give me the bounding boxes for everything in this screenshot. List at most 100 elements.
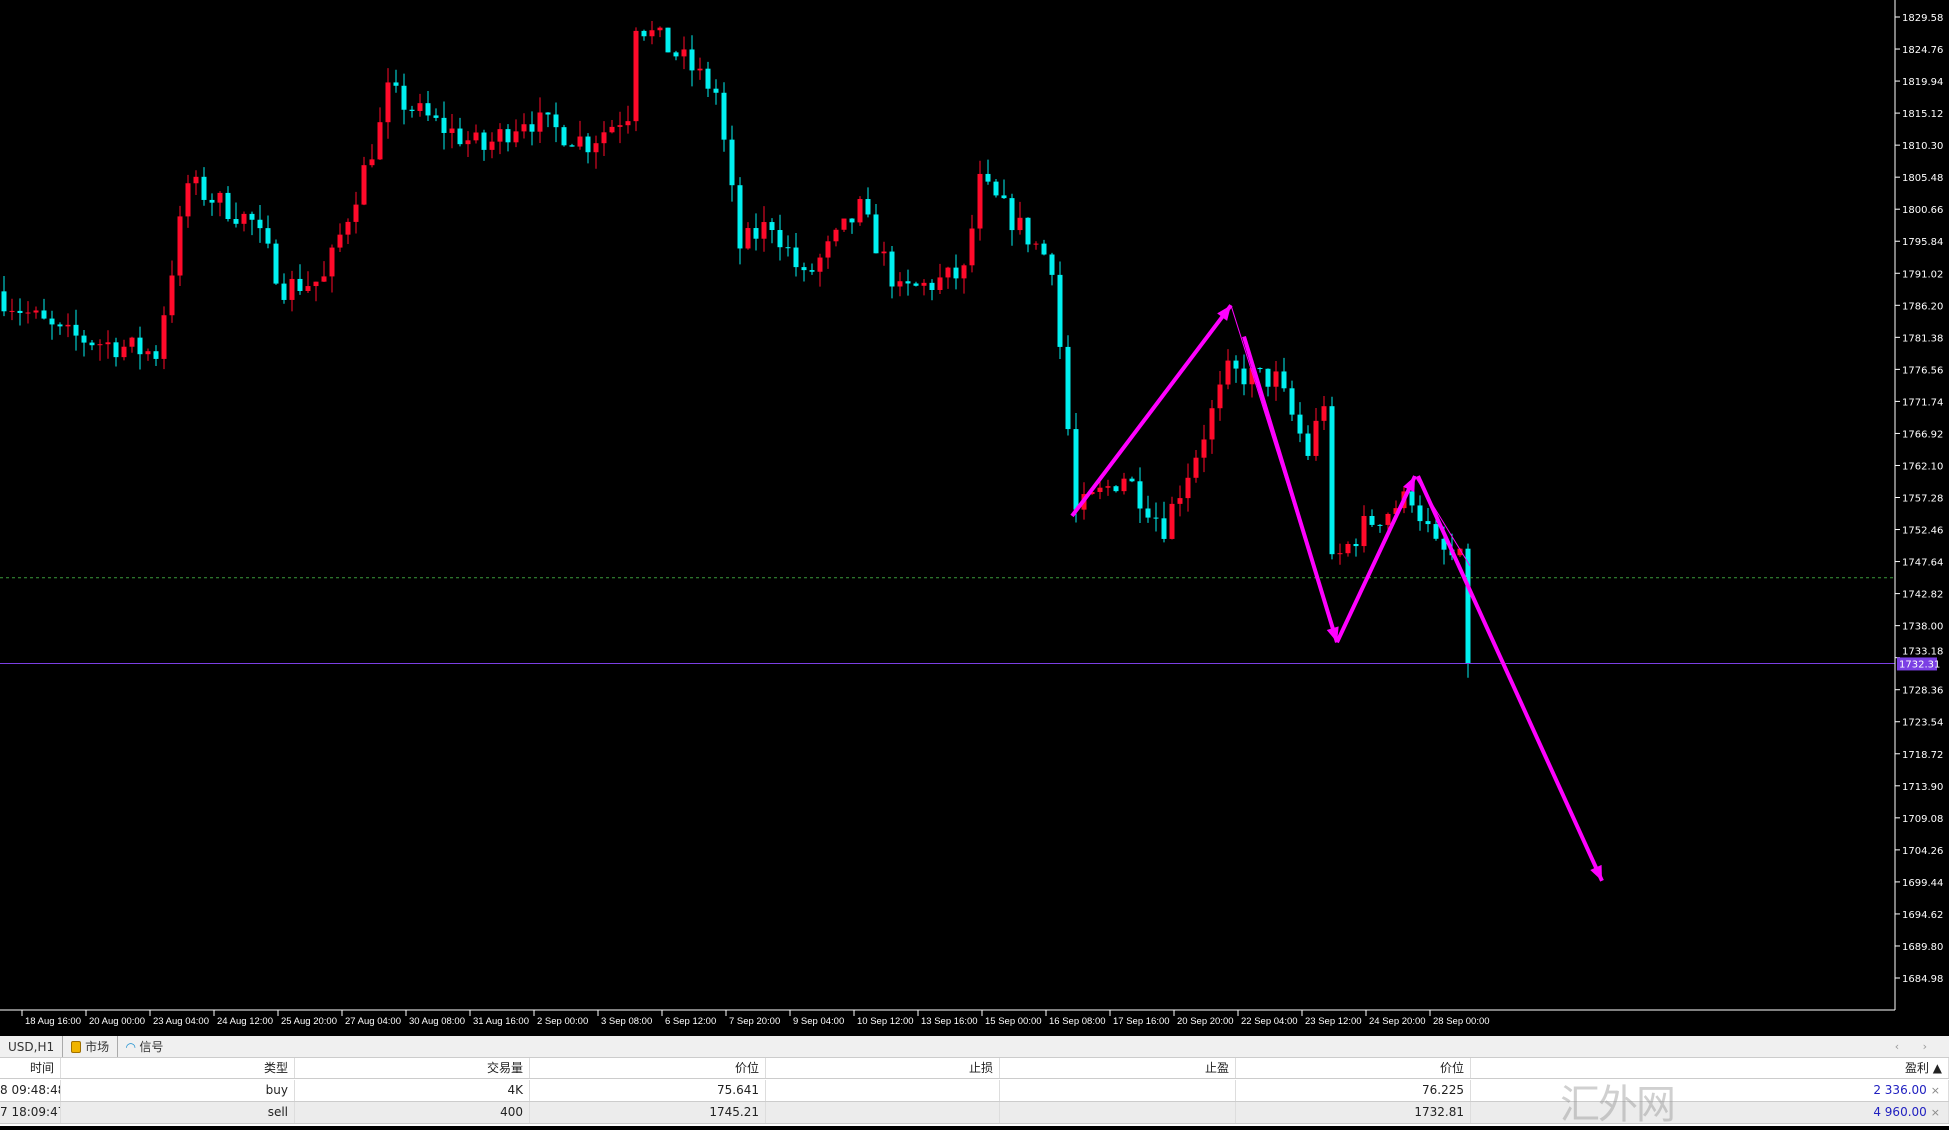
candle xyxy=(105,330,111,359)
candle xyxy=(993,179,999,198)
candle xyxy=(1337,543,1343,565)
time-tick-label: 23 Sep 12:00 xyxy=(1305,1016,1362,1027)
candle xyxy=(337,223,343,253)
candle xyxy=(721,82,727,152)
candle xyxy=(97,339,103,361)
candle xyxy=(1201,424,1207,473)
candle xyxy=(897,272,903,297)
terminal-tab-bar: USD,H1 市场 ◠ 信号 ‹ › xyxy=(0,1034,1949,1057)
price-tick-label: 1713.90 xyxy=(1902,782,1943,793)
time-tick-label: 2 Sep 00:00 xyxy=(537,1016,588,1027)
column-header: 价位 xyxy=(1236,1058,1471,1078)
candle xyxy=(113,337,119,367)
candle xyxy=(737,177,743,265)
candle xyxy=(425,90,431,121)
candle xyxy=(161,306,167,370)
candle xyxy=(601,121,607,157)
candle xyxy=(1025,217,1031,253)
table-cell: 8 09:48:48 xyxy=(0,1080,61,1101)
candles xyxy=(1,21,1471,678)
time-tick-label: 31 Aug 16:00 xyxy=(473,1016,529,1027)
table-row[interactable]: 7 18:09:47 sell 400 1745.21 1732.81 4 960.00 × xyxy=(0,1102,1949,1124)
table-cell: 76.225 xyxy=(1236,1080,1471,1101)
tab-scroll-arrows[interactable]: ‹ › xyxy=(1894,1040,1937,1053)
candle xyxy=(265,215,271,249)
candle xyxy=(193,170,199,196)
trend-arrow[interactable] xyxy=(1070,304,1233,518)
candle xyxy=(953,254,959,290)
candle xyxy=(961,263,967,294)
candle xyxy=(9,298,15,321)
time-tick-label: 18 Aug 16:00 xyxy=(25,1016,81,1027)
current-price-tag xyxy=(1897,657,1937,671)
candle xyxy=(681,36,687,70)
candle xyxy=(1289,380,1295,422)
candle xyxy=(417,93,423,117)
candle xyxy=(329,244,335,293)
trend-arrow[interactable] xyxy=(1335,475,1417,644)
candle xyxy=(817,253,823,287)
column-header: 类型 xyxy=(61,1058,295,1078)
candle xyxy=(1369,509,1375,528)
table-row[interactable]: 8 09:48:48 buy 4K 75.641 76.225 2 336.00 × xyxy=(0,1080,1949,1102)
candle xyxy=(689,35,695,87)
profit-cell: 4 960.00 × xyxy=(1471,1102,1949,1123)
candle xyxy=(1033,241,1039,250)
candle xyxy=(1321,395,1327,431)
candle xyxy=(1073,413,1079,523)
close-position-icon[interactable]: × xyxy=(1930,1106,1940,1119)
candle xyxy=(1465,543,1471,678)
candle xyxy=(33,306,39,319)
candle xyxy=(1209,399,1215,454)
time-tick-label: 24 Sep 20:00 xyxy=(1369,1016,1426,1027)
candle xyxy=(1305,425,1311,461)
candle xyxy=(377,107,383,161)
column-header: 盈利 ▲ xyxy=(1471,1058,1949,1078)
time-tick-label: 6 Sep 12:00 xyxy=(665,1016,716,1027)
lock-icon xyxy=(71,1040,82,1053)
trend-arrow[interactable] xyxy=(1416,475,1604,882)
close-position-icon[interactable]: × xyxy=(1930,1084,1940,1097)
price-tick-label: 1781.38 xyxy=(1902,333,1943,344)
tab-signals[interactable]: ◠ 信号 xyxy=(118,1036,171,1057)
candle xyxy=(881,241,887,266)
candle xyxy=(1273,361,1279,401)
price-tick-label: 1762.10 xyxy=(1902,461,1943,472)
price-tick-label: 1694.62 xyxy=(1902,910,1943,921)
price-tick-label: 1728.36 xyxy=(1902,686,1943,697)
candle xyxy=(593,135,599,169)
candle xyxy=(305,271,311,293)
price-tick-label: 1689.80 xyxy=(1902,942,1943,953)
tab-chart-symbol[interactable]: USD,H1 xyxy=(0,1036,64,1057)
table-header: 时间 类型 交易量 价位 止损 止盈 价位 盈利 ▲ xyxy=(0,1057,1949,1079)
price-scale[interactable]: 1829.58 1824.76 1819.94 1815.12 1810.30 1805.… xyxy=(1895,13,1943,985)
candle xyxy=(625,105,631,134)
price-chart[interactable]: 1829.58 1824.76 1819.94 1815.12 1810.30 1805.… xyxy=(0,0,1949,1032)
table-cell: 75.641 xyxy=(530,1080,766,1101)
trend-arrow[interactable] xyxy=(1242,335,1339,643)
candle xyxy=(1225,349,1231,390)
candle xyxy=(1001,179,1007,200)
candle xyxy=(1233,355,1239,383)
candle xyxy=(745,222,751,250)
price-tick-label: 1718.72 xyxy=(1902,750,1943,761)
price-tick-label: 1810.30 xyxy=(1902,141,1943,152)
candle xyxy=(457,117,463,147)
tab-market[interactable]: 市场 xyxy=(63,1036,119,1057)
candle xyxy=(833,227,839,247)
candle xyxy=(233,202,239,228)
tab-market-label: 市场 xyxy=(85,1040,110,1054)
table-cell: buy xyxy=(61,1080,295,1101)
candle xyxy=(793,233,799,277)
candle xyxy=(969,214,975,273)
table-cell xyxy=(766,1102,1000,1123)
candle xyxy=(1049,252,1055,286)
price-tick-label: 1805.48 xyxy=(1902,173,1943,184)
price-tick-label: 1829.58 xyxy=(1902,13,1943,24)
candle xyxy=(41,298,47,320)
candle xyxy=(185,174,191,228)
candle xyxy=(345,218,351,245)
price-tick-label: 1704.26 xyxy=(1902,846,1943,857)
candle xyxy=(521,113,527,139)
